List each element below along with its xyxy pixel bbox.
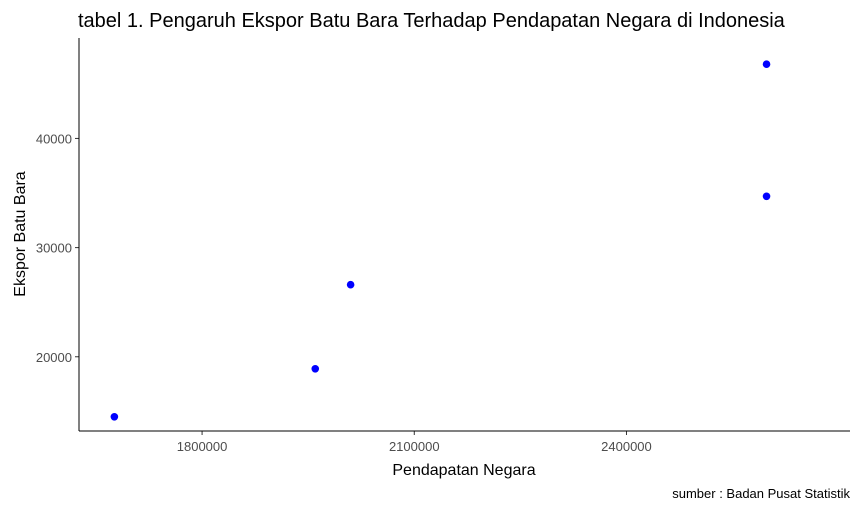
- scatter-point-4: [762, 192, 771, 201]
- y-axis-ticks: 20000 30000 40000: [36, 131, 79, 365]
- scatter-point-3: [346, 280, 355, 289]
- scatter-point-1: [110, 413, 119, 421]
- x-tick-label: 2100000: [389, 439, 440, 454]
- scatter-point-5: [762, 60, 771, 68]
- y-tick-label: 40000: [36, 131, 72, 146]
- chart-caption: sumber : Badan Pusat Statistik: [672, 486, 850, 501]
- data-points: [110, 60, 771, 421]
- y-tick-label: 30000: [36, 241, 72, 256]
- x-tick-label: 2400000: [601, 439, 652, 454]
- scatter-point-2: [311, 364, 320, 373]
- x-axis-ticks: 1800000 2100000 2400000: [177, 431, 652, 454]
- x-tick-label: 1800000: [177, 439, 228, 454]
- x-axis-label: Pendapatan Negara: [392, 462, 535, 479]
- y-axis-label: Ekspor Batu Bara: [12, 171, 29, 297]
- chart-title: tabel 1. Pengaruh Ekspor Batu Bara Terha…: [78, 10, 786, 32]
- y-tick-label: 20000: [36, 350, 72, 365]
